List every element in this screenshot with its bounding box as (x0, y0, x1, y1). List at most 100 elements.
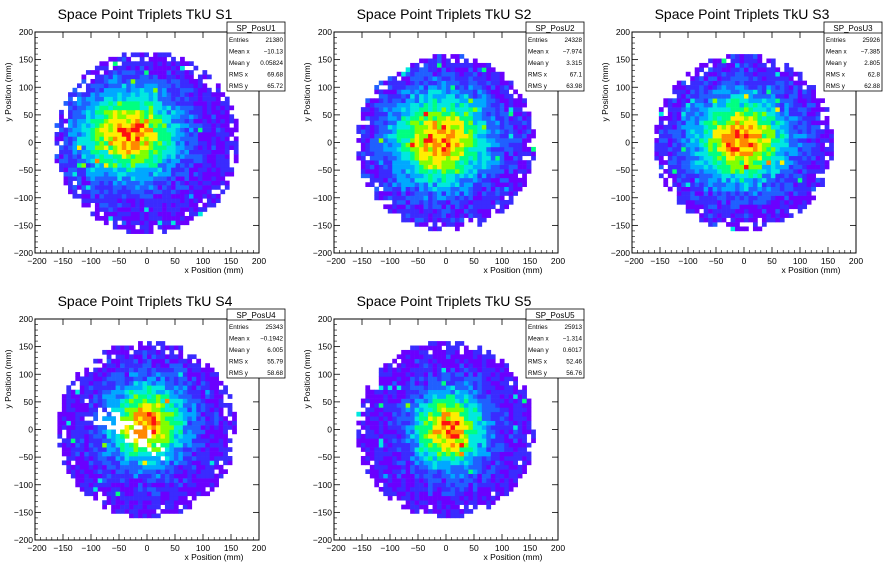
heatmap-bin (428, 71, 433, 77)
heatmap-bin (59, 109, 64, 115)
heatmap-bin (126, 109, 132, 115)
heatmap-bin (513, 124, 518, 130)
heatmap-bin (151, 442, 157, 448)
heatmap-bin (748, 71, 754, 77)
heatmap-bin (419, 80, 424, 86)
heatmap-bin (148, 83, 154, 89)
heatmap-bin (739, 93, 745, 99)
heatmap-bin (138, 500, 143, 505)
heatmap-bin (157, 52, 163, 58)
heatmap-bin (486, 155, 492, 161)
heatmap-bin (88, 407, 94, 413)
heatmap-bin (721, 67, 727, 73)
heatmap-bin (79, 433, 85, 439)
heatmap-bin (144, 198, 149, 204)
heatmap-bin (88, 482, 94, 488)
heatmap-bin (151, 363, 157, 368)
heatmap-bin (121, 61, 127, 66)
heatmap-bin (477, 67, 483, 73)
heatmap-bin (157, 220, 163, 226)
y-tick-label: 50 (323, 110, 333, 120)
heatmap-bin (106, 460, 112, 466)
heatmap-bin (468, 142, 474, 148)
heatmap-bin (68, 136, 73, 142)
heatmap-bin (111, 398, 116, 404)
heatmap-bin (130, 127, 136, 133)
heatmap-bin (120, 456, 125, 461)
heatmap-bin (499, 182, 505, 187)
heatmap-bin (66, 456, 72, 461)
heatmap-bin (437, 186, 442, 192)
heatmap-bin (829, 138, 834, 143)
heatmap-bin (215, 176, 221, 181)
heatmap-bin (139, 56, 145, 62)
heatmap-bin (495, 169, 501, 174)
heatmap-bin (94, 211, 100, 217)
heatmap-bin (164, 372, 170, 377)
heatmap-bin (432, 115, 438, 121)
heatmap-bin (721, 129, 727, 134)
heatmap-bin (766, 124, 772, 130)
heatmap-bin (189, 202, 194, 208)
heatmap-bin (432, 217, 438, 223)
heatmap-bin (401, 124, 406, 130)
heatmap-bin (486, 146, 492, 152)
heatmap-bin (220, 105, 226, 111)
heatmap-bin (387, 208, 393, 214)
heatmap-bin (499, 89, 505, 95)
heatmap-bin (144, 162, 149, 168)
heatmap-bin (806, 107, 812, 112)
heatmap-bin (802, 120, 808, 126)
heatmap-bin (148, 167, 154, 173)
heatmap-bin (446, 138, 451, 143)
heatmap-bin (486, 182, 492, 187)
heatmap-bin (721, 155, 727, 161)
heatmap-bin (770, 213, 776, 218)
heatmap-bin (130, 123, 136, 128)
heatmap-bin (77, 136, 82, 142)
heatmap-bin (102, 433, 107, 439)
heatmap-bin (171, 136, 176, 142)
heatmap-bin (788, 93, 794, 99)
heatmap-bin (142, 486, 148, 492)
heatmap-bin (374, 164, 380, 170)
heatmap-bin (392, 138, 398, 143)
heatmap-bin (757, 155, 763, 161)
heatmap-bin (681, 107, 687, 112)
heatmap-bin (88, 473, 94, 479)
heatmap-bin (735, 204, 740, 210)
heatmap-bin (712, 89, 718, 95)
heatmap-bin (160, 411, 166, 417)
heatmap-bin (468, 111, 474, 117)
heatmap-bin (184, 109, 190, 115)
heatmap-bin (66, 394, 72, 399)
heatmap-bin (138, 367, 143, 373)
heatmap-bin (761, 115, 767, 121)
heatmap-bin (108, 123, 114, 128)
heatmap-bin (396, 85, 402, 90)
heatmap-bin (721, 142, 727, 148)
heatmap-bin (180, 70, 185, 75)
heatmap-bin (184, 127, 190, 133)
heatmap-bin (112, 162, 118, 168)
heatmap-bin (744, 169, 749, 174)
heatmap-bin (178, 460, 184, 466)
heatmap-bin (468, 102, 474, 108)
heatmap-bin (206, 154, 212, 159)
heatmap-bin (184, 136, 190, 142)
heatmap-bin (739, 199, 745, 205)
heatmap-bin (72, 132, 78, 137)
heatmap-bin (63, 162, 69, 168)
heatmap-bin (681, 80, 687, 86)
heatmap-bin (164, 354, 170, 360)
heatmap-bin (173, 380, 179, 386)
heatmap-bin (748, 98, 754, 104)
heatmap-bin (472, 62, 478, 68)
heatmap-bin (472, 177, 478, 183)
heatmap-bin (739, 54, 745, 59)
heatmap-bin (526, 138, 532, 143)
heatmap-bin (157, 136, 163, 142)
heatmap-bin (79, 385, 85, 391)
heatmap-bin (468, 138, 474, 143)
heatmap-bin (68, 145, 73, 150)
